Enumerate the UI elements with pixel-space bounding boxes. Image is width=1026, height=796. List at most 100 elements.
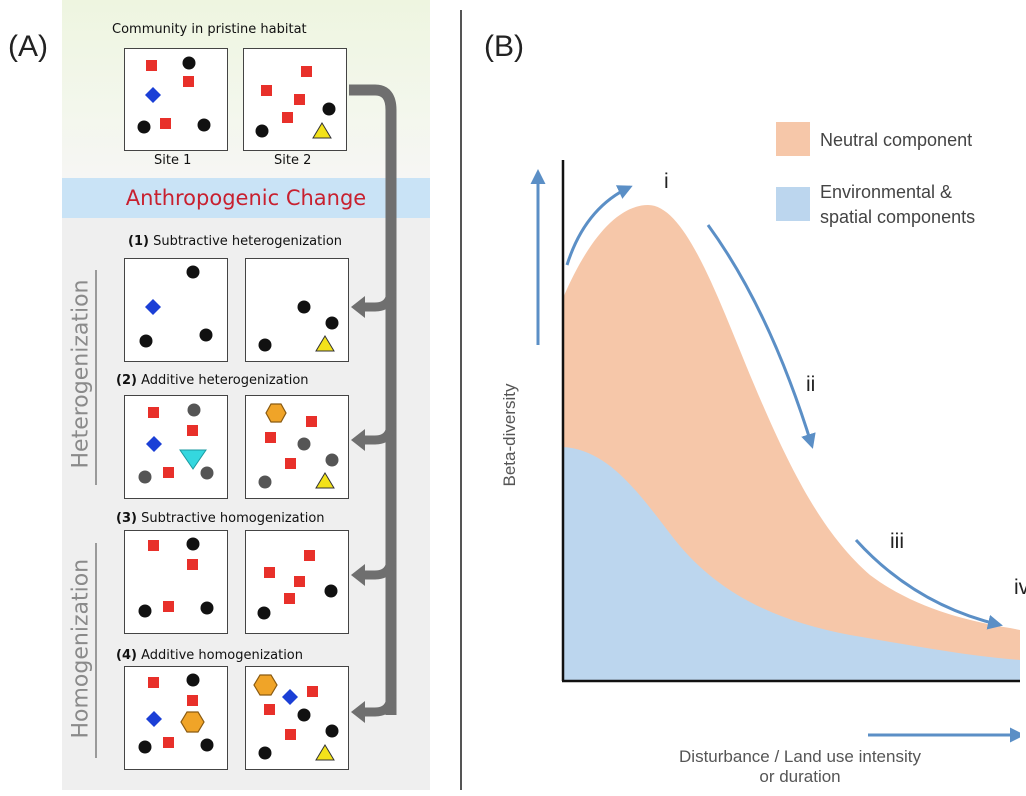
stage-ii-label: ii	[806, 373, 816, 396]
black-species-circle	[325, 724, 339, 738]
arrow-to-row1	[363, 289, 396, 312]
row1-title: (1) Subtractive heterogenization	[128, 234, 342, 249]
x-axis-label: Disturbance / Land use intensity or dura…	[620, 747, 980, 787]
row3-site1-box	[124, 530, 228, 634]
y-axis-label: Beta-diversity	[500, 383, 519, 487]
red-species-square	[264, 567, 275, 578]
anthropogenic-change-banner: Anthropogenic Change	[62, 178, 430, 218]
site2-pristine-box	[243, 48, 347, 151]
arrowhead-row3	[351, 564, 365, 586]
black-species-circle	[297, 708, 311, 722]
black-species-circle	[186, 537, 200, 551]
legend-env-line1: Environmental &	[820, 182, 953, 202]
gray-species-circle	[325, 453, 339, 467]
red-species-square	[148, 540, 159, 551]
row1-site2-species	[258, 300, 339, 352]
row2-number: (2)	[116, 373, 137, 388]
red-species-square	[148, 677, 159, 688]
red-species-square	[163, 601, 174, 612]
legend-environmental-text: Environmental & spatial components	[820, 180, 975, 230]
arrow-to-row3	[363, 557, 396, 580]
main-arrow-trunk	[349, 84, 397, 715]
red-species-square	[306, 416, 317, 427]
gray-species-circle	[258, 475, 272, 489]
beta-diversity-diagram	[530, 160, 1020, 743]
site1-label: Site 1	[154, 153, 192, 168]
row4-site2-box	[245, 666, 349, 770]
cyan-species-triangle	[179, 449, 207, 470]
red-species-square	[160, 118, 171, 129]
black-species-circle	[199, 328, 213, 342]
black-species-circle	[137, 120, 151, 134]
stage-i-label: i	[664, 170, 669, 193]
black-species-circle	[297, 300, 311, 314]
row4-title: (4) Additive homogenization	[116, 648, 303, 663]
pristine-title: Community in pristine habitat	[112, 22, 307, 37]
black-species-circle	[258, 338, 272, 352]
blue-species-diamond	[146, 711, 162, 727]
gray-species-circle	[200, 466, 214, 480]
black-species-circle	[138, 740, 152, 754]
row3-site1-species	[138, 537, 214, 618]
legend-neutral-swatch	[776, 122, 810, 156]
row2-site2-box	[245, 395, 349, 499]
row4-number: (4)	[116, 648, 137, 663]
arrowhead-row2	[351, 429, 365, 451]
red-species-square	[285, 729, 296, 740]
black-species-circle	[186, 673, 200, 687]
row3-site2-species	[257, 550, 338, 620]
row2-site1-box	[124, 395, 228, 499]
environmental-spatial-area	[563, 447, 1020, 680]
legend-env-line2: spatial components	[820, 207, 976, 227]
row2-title-text: Additive heterogenization	[141, 373, 309, 388]
red-species-square	[294, 94, 305, 105]
red-species-square	[264, 704, 275, 715]
site1-pristine-box	[124, 48, 228, 151]
row1-title-text: Subtractive heterogenization	[153, 234, 343, 249]
black-species-circle	[200, 738, 214, 752]
stage-iii-arrow	[854, 538, 1003, 630]
homogenization-bracket	[95, 543, 97, 758]
arrow-to-row4	[363, 694, 396, 717]
red-species-square	[146, 60, 157, 71]
red-species-square	[148, 407, 159, 418]
site2-label: Site 2	[274, 153, 312, 168]
black-species-circle	[257, 606, 271, 620]
black-species-circle	[324, 584, 338, 598]
blue-species-diamond	[282, 689, 298, 705]
blue-species-diamond	[145, 87, 161, 103]
panel-divider	[460, 10, 462, 790]
blue-species-diamond	[146, 436, 162, 452]
black-species-circle	[325, 316, 339, 330]
arrow-to-row2	[363, 422, 396, 445]
red-species-square	[187, 425, 198, 436]
black-species-circle	[139, 334, 153, 348]
row4-site1-box	[124, 666, 228, 770]
gray-species-circle	[297, 437, 311, 451]
red-species-square	[304, 550, 315, 561]
orange-species-hexagon	[253, 674, 278, 696]
yellow-species-triangle	[315, 335, 335, 352]
red-species-square	[183, 76, 194, 87]
panel-a-label: (A)	[8, 30, 48, 63]
orange-species-hexagon	[180, 711, 205, 733]
row1-site2-box	[245, 258, 349, 362]
row4-site1-species	[138, 673, 214, 754]
row3-number: (3)	[116, 511, 137, 526]
stage-iii-label: iii	[890, 530, 904, 553]
yellow-species-triangle	[315, 744, 335, 761]
change-arrows	[349, 84, 397, 723]
red-species-square	[187, 695, 198, 706]
red-species-square	[163, 467, 174, 478]
legend-environmental-swatch	[776, 187, 810, 221]
black-species-circle	[186, 265, 200, 279]
stage-i-arrow	[565, 185, 633, 266]
black-species-circle	[322, 102, 336, 116]
red-species-square	[307, 686, 318, 697]
x-axis-label-line2: or duration	[759, 767, 841, 786]
row2-title: (2) Additive heterogenization	[116, 373, 309, 388]
yellow-species-triangle	[312, 122, 332, 139]
red-species-square	[265, 432, 276, 443]
row4-site2-species	[253, 674, 339, 761]
row2-site2-species	[258, 403, 339, 489]
